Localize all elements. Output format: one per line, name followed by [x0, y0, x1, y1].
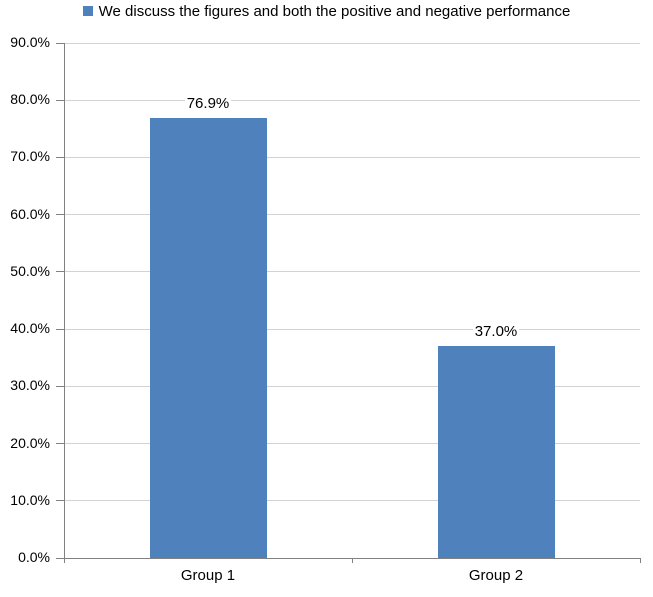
gridline [64, 99, 640, 101]
gridline [64, 42, 640, 44]
bar-value-label: 37.0% [436, 323, 556, 342]
x-axis-tick [640, 558, 641, 563]
legend-label: We discuss the figures and both the posi… [98, 2, 571, 20]
x-axis-category-label: Group 1 [180, 567, 236, 584]
x-axis-line [56, 558, 640, 559]
y-axis-tick [56, 328, 64, 330]
bar-value-text: 37.0% [472, 323, 520, 342]
bar-group-1 [149, 117, 267, 558]
y-axis-tick [56, 500, 64, 502]
y-axis-tick-label: 90.0% [10, 34, 50, 50]
y-axis-tick-label: 70.0% [10, 148, 50, 165]
y-axis-tick [56, 385, 64, 387]
y-axis-tick [56, 99, 64, 101]
gridline [64, 271, 640, 273]
y-axis-tick-label: 80.0% [10, 91, 50, 108]
y-axis-tick-label: 60.0% [10, 205, 50, 222]
x-axis-tick [64, 558, 65, 563]
gridline [64, 500, 640, 502]
y-axis-tick [56, 443, 64, 445]
gridline [64, 443, 640, 445]
y-axis-tick-label: 50.0% [10, 262, 50, 279]
y-axis-tick [56, 156, 64, 158]
gridline [64, 214, 640, 216]
legend: We discuss the figures and both the posi… [0, 0, 653, 22]
bar-value-text: 76.9% [184, 94, 232, 113]
y-axis-tick-label: 0.0% [18, 549, 50, 565]
legend-marker-icon [82, 6, 93, 16]
x-axis-category-label: Group 2 [468, 567, 524, 584]
y-axis-tick-label: 40.0% [10, 320, 50, 337]
bar-group-2 [437, 346, 555, 558]
y-axis-tick [56, 214, 64, 216]
y-axis-tick-label: 10.0% [10, 491, 50, 508]
y-axis-line [64, 43, 65, 563]
bar-value-label: 76.9% [148, 94, 268, 113]
y-axis-tick-label: 30.0% [10, 377, 50, 394]
gridline [64, 328, 640, 330]
y-axis-tick-label: 20.0% [10, 434, 50, 451]
y-axis-tick [56, 271, 64, 273]
gridline [64, 385, 640, 387]
gridline [64, 156, 640, 158]
x-axis-tick [352, 558, 353, 563]
y-axis-tick [56, 42, 64, 44]
